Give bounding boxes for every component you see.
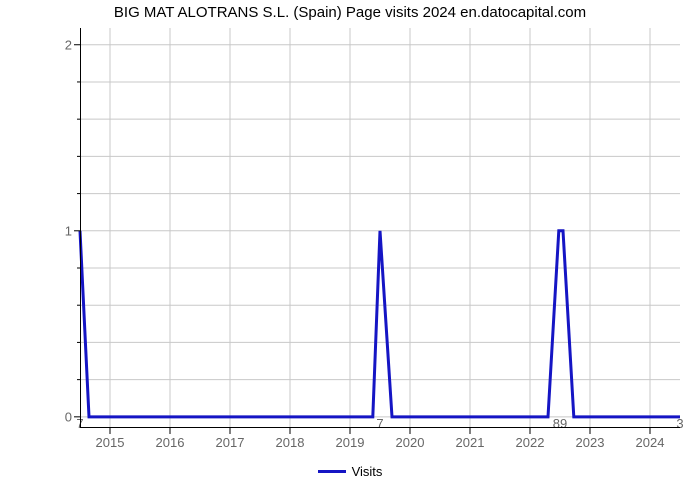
x-tick-label: 2019: [336, 435, 365, 450]
plot-area: [80, 28, 680, 428]
x-tick-label: 2023: [576, 435, 605, 450]
y-tick-label: 0: [65, 409, 72, 424]
x-tick-label: 2017: [216, 435, 245, 450]
x-tick-label: 2020: [396, 435, 425, 450]
legend: Visits: [0, 460, 700, 479]
plot-svg: [80, 28, 680, 428]
chart-container: BIG MAT ALOTRANS S.L. (Spain) Page visit…: [0, 0, 700, 500]
y-tick-label: 2: [65, 37, 72, 52]
x-tick-label: 2015: [96, 435, 125, 450]
x-tick-label: 2024: [636, 435, 665, 450]
legend-label: Visits: [352, 464, 383, 479]
y-tick-label: 1: [65, 223, 72, 238]
chart-title: BIG MAT ALOTRANS S.L. (Spain) Page visit…: [0, 4, 700, 21]
legend-swatch: [318, 470, 346, 473]
x-tick-label: 2016: [156, 435, 185, 450]
x-tick-label: 2021: [456, 435, 485, 450]
x-tick-label: 2022: [516, 435, 545, 450]
x-tick-label: 2018: [276, 435, 305, 450]
